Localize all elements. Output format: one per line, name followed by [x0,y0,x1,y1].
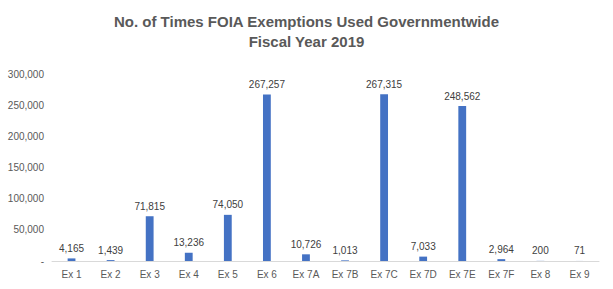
svg-text:1,439: 1,439 [98,245,123,256]
svg-text:2,964: 2,964 [489,244,514,255]
svg-text:100,000: 100,000 [8,193,45,204]
svg-text:-: - [41,256,44,267]
svg-text:Fiscal Year 2019: Fiscal Year 2019 [249,33,365,50]
svg-text:10,726: 10,726 [291,239,322,250]
svg-text:Ex 3: Ex 3 [140,269,160,280]
svg-text:71,815: 71,815 [134,201,165,212]
svg-text:Ex 1: Ex 1 [62,269,82,280]
svg-text:Ex 2: Ex 2 [101,269,121,280]
svg-text:71: 71 [574,245,586,256]
svg-text:150,000: 150,000 [8,162,45,173]
svg-text:No. of Times FOIA Exemptions U: No. of Times FOIA Exemptions Used Govern… [114,13,499,30]
svg-text:13,236: 13,236 [173,237,204,248]
svg-text:Ex 7B: Ex 7B [332,269,359,280]
svg-text:250,000: 250,000 [8,100,45,111]
svg-text:Ex 7F: Ex 7F [488,269,514,280]
svg-text:Ex 8: Ex 8 [530,269,550,280]
svg-text:300,000: 300,000 [8,69,45,80]
svg-text:Ex 6: Ex 6 [257,269,277,280]
svg-text:200,000: 200,000 [8,131,45,142]
svg-text:Ex 4: Ex 4 [179,269,199,280]
svg-text:7,033: 7,033 [411,241,436,252]
svg-text:200: 200 [532,245,549,256]
svg-text:Ex 7A: Ex 7A [293,269,320,280]
svg-text:74,050: 74,050 [213,199,244,210]
svg-text:Ex 9: Ex 9 [569,269,589,280]
svg-text:267,315: 267,315 [366,79,403,90]
svg-text:Ex 5: Ex 5 [218,269,238,280]
svg-text:248,562: 248,562 [444,91,481,102]
svg-text:Ex 7E: Ex 7E [449,269,476,280]
svg-text:267,257: 267,257 [249,79,286,90]
svg-text:4,165: 4,165 [59,243,84,254]
svg-text:1,013: 1,013 [333,245,358,256]
svg-text:Ex 7C: Ex 7C [370,269,397,280]
svg-text:50,000: 50,000 [13,224,44,235]
svg-text:Ex 7D: Ex 7D [410,269,437,280]
